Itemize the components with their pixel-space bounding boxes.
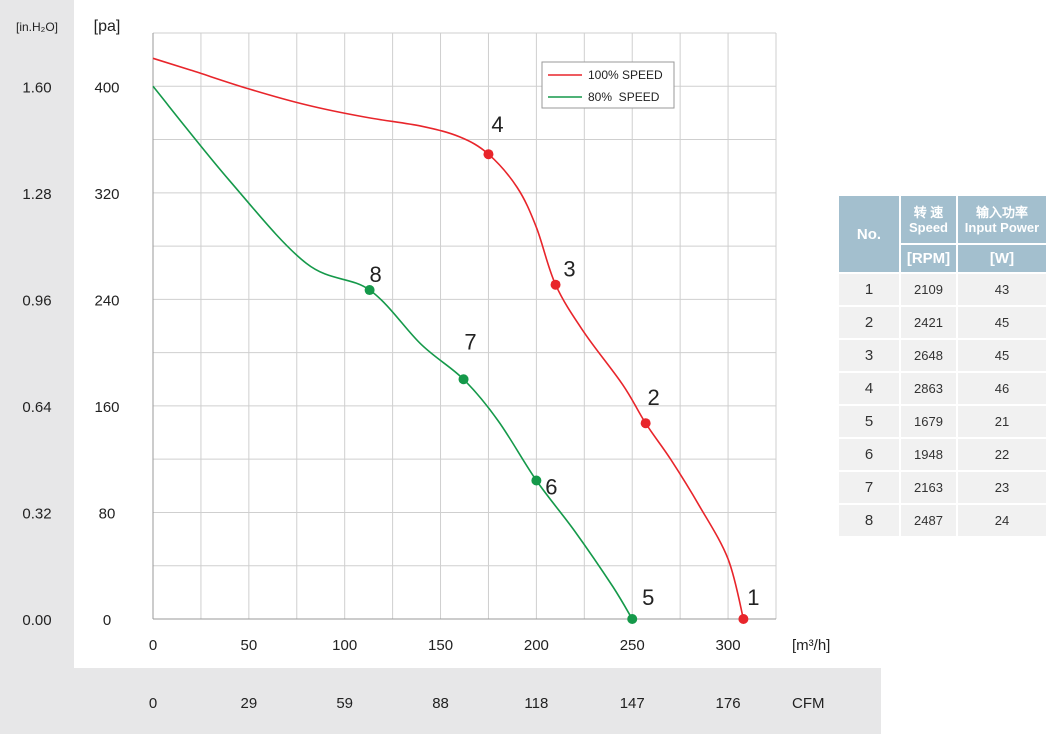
header-power-en: Input Power [964, 219, 1040, 235]
cfm-tick-label: 88 [432, 695, 449, 712]
cfm-tick-label: 147 [620, 695, 645, 712]
cfm-axis-panel [0, 668, 881, 734]
row-speed: 2487 [901, 505, 956, 536]
row-power: 24 [958, 505, 1046, 536]
legend-label: 100% SPEED [588, 68, 663, 82]
data-point-7 [458, 374, 469, 385]
data-point-4 [483, 149, 494, 160]
left-axis-tick-label: 1.28 [22, 186, 51, 203]
table-row: 7 2163 23 [839, 472, 1046, 503]
row-speed: 1679 [901, 406, 956, 437]
cfm-tick-label: 118 [524, 695, 548, 712]
row-no: 5 [839, 406, 899, 437]
data-point-3 [550, 279, 561, 290]
y-tick-label: 160 [94, 399, 119, 416]
row-power: 22 [958, 439, 1046, 470]
table-row: 1 2109 43 [839, 274, 1046, 305]
x-tick-label: 100 [332, 637, 357, 654]
point-label-5: 5 [642, 585, 654, 610]
y-tick-label: 240 [94, 292, 119, 309]
data-point-8 [364, 285, 375, 296]
point-label-7: 7 [464, 329, 476, 354]
header-no: No. [839, 196, 899, 272]
table-row: 4 2863 46 [839, 373, 1046, 404]
table-row: 5 1679 21 [839, 406, 1046, 437]
header-power-unit: [W] [958, 245, 1046, 272]
left-axis-panel [0, 0, 74, 734]
row-no: 6 [839, 439, 899, 470]
left-axis-tick-label: 0.32 [22, 505, 51, 522]
row-no: 3 [839, 340, 899, 371]
table-row: 6 1948 22 [839, 439, 1046, 470]
point-label-8: 8 [369, 262, 381, 287]
header-power: 输入功率 Input Power [958, 196, 1046, 243]
cfm-tick-label: 29 [241, 695, 258, 712]
left-axis-unit: [in.H₂O] [16, 20, 58, 34]
series-line-2 [152, 85, 633, 620]
header-speed-cn: 转 速 [913, 204, 944, 220]
x-tick-label: 300 [716, 637, 741, 654]
point-label-3: 3 [563, 257, 575, 282]
row-speed: 1948 [901, 439, 956, 470]
point-label-6: 6 [545, 474, 557, 499]
header-power-cn: 输入功率 [975, 204, 1028, 220]
left-axis-tick-label: 1.60 [22, 79, 51, 96]
row-power: 23 [958, 472, 1046, 503]
row-power: 46 [958, 373, 1046, 404]
performance-table: No. 转 速 Speed 输入功率 Input Power [RPM] [W]… [837, 194, 1048, 538]
data-point-2 [640, 418, 651, 429]
row-no: 4 [839, 373, 899, 404]
point-label-1: 1 [747, 585, 759, 610]
row-speed: 2648 [901, 340, 956, 371]
row-power: 45 [958, 340, 1046, 371]
cfm-tick-label: 59 [336, 695, 353, 712]
row-speed: 2163 [901, 472, 956, 503]
series-line-1 [152, 57, 745, 620]
table-row: 3 2648 45 [839, 340, 1046, 371]
x-tick-label: 0 [149, 637, 157, 654]
data-point-1 [738, 614, 749, 624]
plot-area [153, 33, 776, 619]
cfm-unit: CFM [792, 695, 825, 712]
row-no: 2 [839, 307, 899, 338]
row-power: 21 [958, 406, 1046, 437]
point-label-2: 2 [648, 385, 660, 410]
left-axis-tick-label: 0.96 [22, 292, 51, 309]
data-point-6 [531, 475, 542, 486]
x-tick-label: 200 [524, 637, 549, 654]
x-tick-label: 150 [428, 637, 453, 654]
row-speed: 2421 [901, 307, 956, 338]
x-tick-label: 250 [620, 637, 645, 654]
legend-box [541, 61, 675, 109]
table-row: 2 2421 45 [839, 307, 1046, 338]
row-speed: 2109 [901, 274, 956, 305]
y-tick-label: 320 [94, 186, 119, 203]
header-speed-en: Speed [908, 219, 948, 235]
header-speed-unit: [RPM] [901, 245, 956, 272]
cfm-tick-label: 0 [149, 695, 157, 712]
cfm-tick-label: 176 [716, 695, 741, 712]
header-speed: 转 速 Speed [901, 196, 956, 243]
y-tick-label: 400 [94, 79, 119, 96]
left-axis-tick-label: 0.64 [22, 399, 51, 416]
y-axis-unit: [pa] [94, 18, 121, 35]
row-speed: 2863 [901, 373, 956, 404]
row-no: 1 [839, 274, 899, 305]
point-label-4: 4 [491, 112, 503, 137]
table-row: 8 2487 24 [839, 505, 1046, 536]
legend-label: 80% SPEED [588, 90, 660, 104]
y-tick-label: 80 [99, 505, 116, 522]
y-tick-label: 0 [103, 612, 111, 629]
row-power: 43 [958, 274, 1046, 305]
x-tick-label: 50 [241, 637, 258, 654]
row-no: 7 [839, 472, 899, 503]
x-axis-unit: [m³/h] [792, 637, 830, 654]
data-point-5 [627, 614, 638, 624]
row-no: 8 [839, 505, 899, 536]
left-axis-tick-label: 0.00 [22, 612, 51, 629]
row-power: 45 [958, 307, 1046, 338]
